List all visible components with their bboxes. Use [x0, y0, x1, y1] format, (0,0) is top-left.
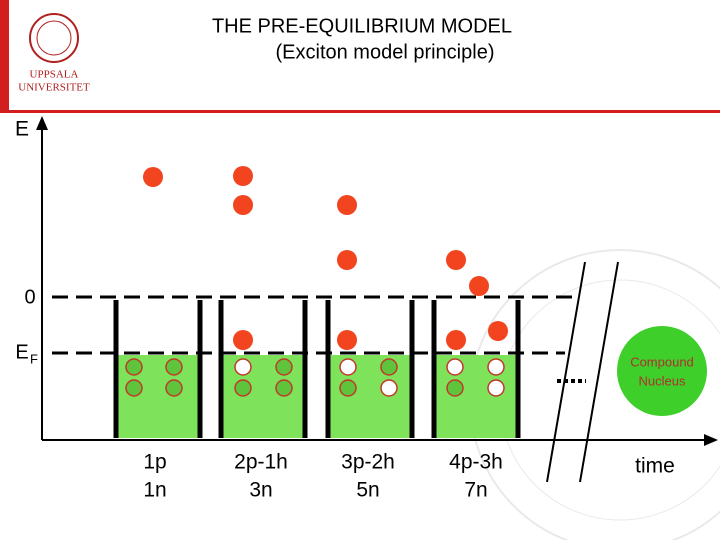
- stage-label: 1p: [143, 451, 166, 474]
- stage-label: 2p-1h: [234, 451, 288, 474]
- compound-label: Compound: [630, 354, 694, 369]
- energy-label: E: [15, 118, 29, 141]
- stage-label: 5n: [356, 479, 379, 502]
- logo-text: UNIVERSITET: [18, 82, 90, 94]
- well: [433, 355, 518, 438]
- compound-nucleus: [617, 326, 707, 416]
- axis-break: [546, 261, 586, 483]
- arrow: [704, 434, 718, 446]
- header-rule: [0, 110, 720, 113]
- compound-label: Nucleus: [639, 373, 686, 388]
- logo: UPPSALA UNIVERSITET: [18, 13, 90, 94]
- stage-label: 3p-2h: [341, 451, 395, 474]
- logo-text: UPPSALA: [30, 69, 79, 81]
- zero-label: 0: [24, 286, 35, 308]
- stage-label: 4p-3h: [449, 451, 503, 474]
- axis-break: [579, 261, 619, 483]
- stage-label: 7n: [464, 479, 487, 502]
- fermi-subscript: F: [30, 351, 38, 366]
- title: THE PRE-EQUILIBRIUM MODEL: [212, 15, 512, 37]
- arrow: [36, 116, 48, 130]
- header-stripe: [0, 0, 9, 112]
- fermi-label: E: [15, 341, 28, 363]
- time-label: time: [635, 455, 675, 478]
- nucleons: [125, 358, 505, 397]
- stage-label: 1n: [143, 479, 166, 502]
- excited-particles: [143, 166, 508, 350]
- subtitle: (Exciton model principle): [276, 41, 495, 63]
- stage-label: 3n: [249, 479, 272, 502]
